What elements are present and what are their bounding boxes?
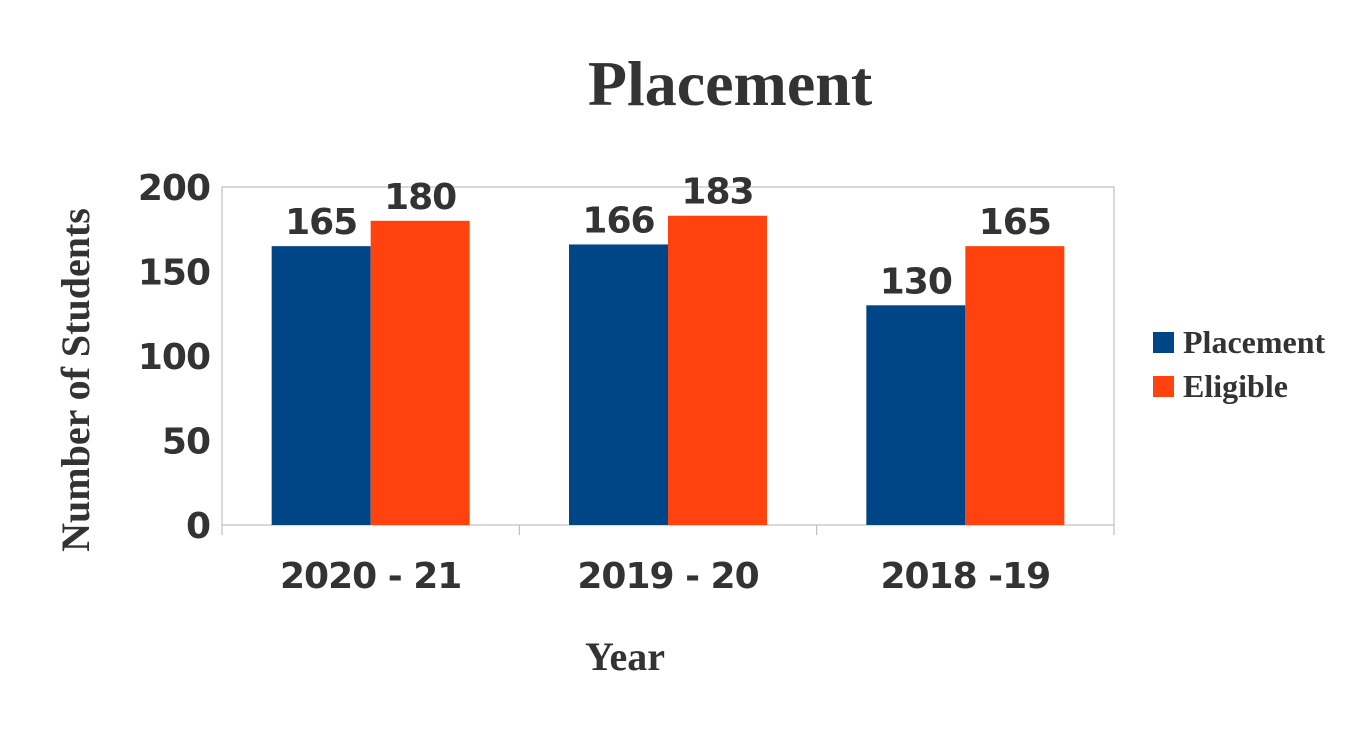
y-tick-label: 50: [162, 422, 210, 463]
bar-eligible: [668, 215, 767, 526]
x-tick-label: 2018 -19: [880, 556, 1050, 597]
bar-placement: [866, 305, 966, 525]
bar-placement: [271, 246, 371, 525]
y-tick-label: 100: [138, 337, 210, 378]
x-tick-label: 2019 - 20: [577, 556, 758, 597]
data-label: 165: [285, 202, 357, 243]
legend-label-eligible: Eligible: [1183, 368, 1288, 404]
data-label: 165: [979, 202, 1051, 243]
x-axis-title: Year: [585, 634, 665, 679]
bar-eligible: [370, 220, 470, 526]
data-label: 166: [582, 200, 654, 241]
chart-title: Placement: [588, 48, 873, 119]
legend: Placement Eligible: [1153, 324, 1326, 404]
y-tick-label: 200: [138, 168, 210, 209]
x-tick-label: 2020 - 21: [280, 556, 461, 597]
data-labels: 165 180 166 183 130 165: [285, 172, 1052, 303]
y-tick-label: 0: [186, 506, 210, 547]
legend-swatch-placement: [1153, 332, 1174, 353]
y-axis-labels: 0 50 100 150 200: [138, 168, 211, 547]
data-label: 183: [681, 172, 753, 213]
bar-eligible: [965, 246, 1065, 525]
legend-swatch-eligible: [1153, 376, 1174, 397]
x-axis-labels: 2020 - 21 2019 - 20 2018 -19: [280, 556, 1051, 597]
bar-placement: [569, 244, 668, 525]
legend-label-placement: Placement: [1183, 324, 1326, 360]
data-label: 130: [880, 261, 952, 302]
data-label: 180: [384, 177, 456, 218]
y-axis-title: Number of Students: [53, 208, 98, 552]
x-axis-ticks: [221, 525, 1115, 535]
y-tick-label: 150: [138, 253, 210, 294]
bars: [271, 215, 1065, 526]
